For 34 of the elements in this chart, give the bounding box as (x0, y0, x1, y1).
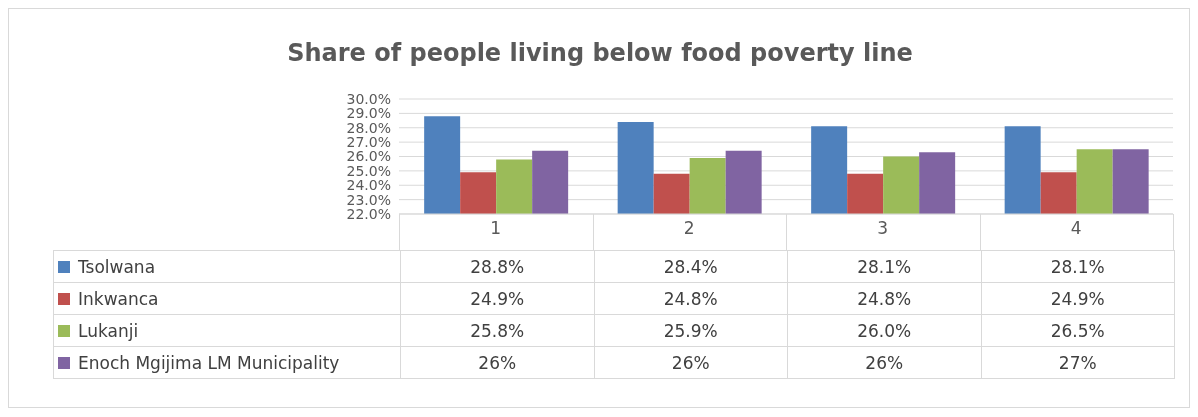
data-label: 24.8% (594, 282, 788, 315)
data-label: 25.9% (594, 314, 788, 347)
data-label: 24.8% (787, 282, 981, 315)
data-label: 24.9% (981, 282, 1175, 315)
legend-label: Lukanji (53, 314, 401, 347)
data-label: 28.4% (594, 250, 788, 283)
data-label: 26.5% (981, 314, 1175, 347)
x-tick-label: 4 (1070, 218, 1082, 239)
data-label: 26.0% (787, 314, 981, 347)
data-label: 26% (400, 346, 594, 379)
x-tick-label: 1 (490, 218, 502, 239)
y-tick-label: 25.0% (346, 162, 391, 179)
y-tick-label: 27.0% (346, 134, 391, 151)
chart-title: Share of people living below food poverty line (286, 39, 914, 67)
data-label: 26% (594, 346, 788, 379)
y-tick-label: 30.0% (346, 90, 391, 107)
data-label: 26% (787, 346, 981, 379)
y-tick-label: 28.0% (346, 119, 391, 136)
x-tick-label: 2 (683, 218, 695, 239)
x-tick-label: 3 (877, 218, 889, 239)
y-tick-label: 26.0% (346, 148, 391, 165)
data-label: 24.9% (400, 282, 594, 315)
data-label: 28.8% (400, 250, 594, 283)
legend-label: Tsolwana (53, 250, 401, 283)
data-label: 28.1% (981, 250, 1175, 283)
y-tick-label: 24.0% (346, 177, 391, 194)
data-label: 28.1% (787, 250, 981, 283)
data-label: 25.8% (400, 314, 594, 347)
y-tick-label: 29.0% (346, 105, 391, 122)
y-tick-label: 22.0% (346, 205, 391, 222)
legend-label: Inkwanca (53, 282, 401, 315)
data-label: 27% (981, 346, 1175, 379)
y-tick-label: 23.0% (346, 191, 391, 208)
legend-label: Enoch Mgijima LM Municipality (53, 346, 401, 379)
